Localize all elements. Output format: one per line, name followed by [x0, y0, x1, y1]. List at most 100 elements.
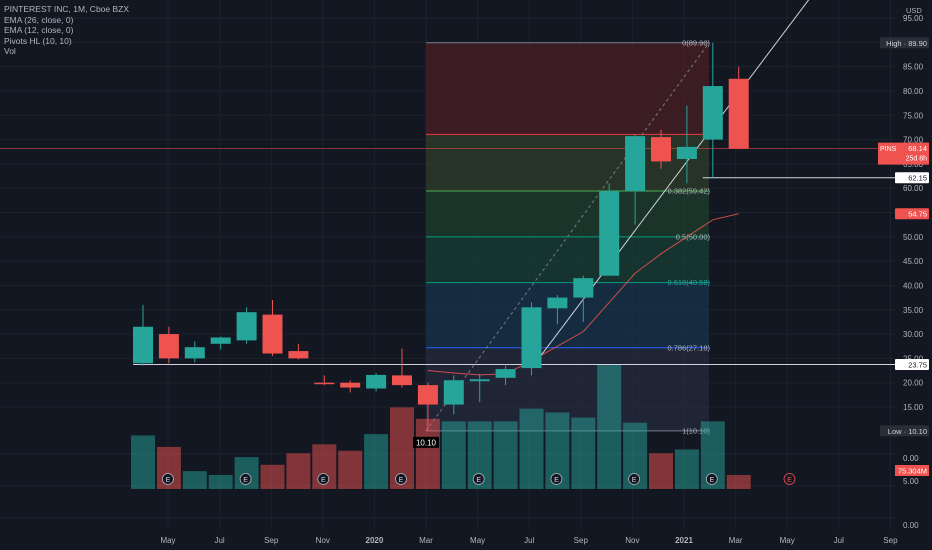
- candle-body: [443, 380, 464, 405]
- volume-bar: [493, 421, 518, 489]
- candle-body: [133, 326, 153, 364]
- volume-bar: [674, 449, 699, 489]
- volume-bar: [131, 435, 155, 489]
- line-price-badge-bg: [895, 358, 929, 370]
- candle-body: [625, 136, 646, 192]
- candle-body: [210, 337, 231, 344]
- candle-body: [392, 375, 412, 386]
- time-tick-label: Sep: [574, 536, 589, 545]
- legend-pivots[interactable]: Pivots HL (10, 10): [4, 35, 72, 46]
- fibonacci-retracement: 0(89.90) 0.382(59.42) 0.5(50.00) 0.618(40.5…: [425, 38, 711, 435]
- last-price-countdown: 25d 8h: [906, 156, 928, 163]
- time-tick-label: Nov: [316, 536, 330, 545]
- legend-symbol[interactable]: PINTEREST INC, 1M, Cboe BZX: [4, 4, 130, 14]
- line-price-badge: 62.15: [908, 174, 927, 183]
- line-price-badge-bg: [895, 172, 929, 184]
- time-tick-label: Sep: [264, 536, 279, 545]
- price-tick-label: 40.00: [903, 281, 924, 290]
- fib-zone: [426, 42, 709, 135]
- pivot-low-badge: 10.10: [416, 438, 437, 447]
- candle-body: [651, 137, 671, 162]
- time-tick-label: 2020: [366, 536, 384, 545]
- earnings-icon: [705, 473, 718, 485]
- fib-level-label: 0.382(59.42): [667, 187, 710, 196]
- time-tick-label: May: [160, 536, 175, 545]
- last-price-badge-bg: [878, 142, 929, 165]
- time-tick-label: Mar: [419, 536, 433, 545]
- ema-badge-bg: [895, 208, 929, 220]
- time-tick-label: Sep: [883, 536, 898, 545]
- fib-level-label: 0(89.90): [682, 38, 710, 47]
- earnings-icon: [161, 473, 174, 485]
- fib-level-label: 0.5(50.00): [676, 232, 711, 241]
- price-tick-label: 75.00: [903, 111, 924, 120]
- time-tick-label: Nov: [625, 536, 639, 545]
- price-tick-label: 80.00: [903, 87, 924, 96]
- fib-diagonal: [425, 42, 710, 432]
- price-tick-label: 20.00: [903, 379, 924, 388]
- candle-body: [676, 146, 697, 160]
- earnings-label: E: [243, 477, 248, 484]
- earnings-icon: [395, 473, 407, 485]
- price-tick-label: 30.00: [903, 330, 924, 339]
- earnings-label: E: [709, 477, 714, 484]
- earnings-icon: [239, 473, 252, 485]
- price-tick-label: 25.00: [903, 354, 924, 363]
- fib-level-label: 0.618(40.58): [667, 278, 710, 287]
- candle-body: [184, 347, 205, 359]
- price-tick-label: 50.00: [903, 233, 924, 242]
- legend-ema12[interactable]: EMA (12, close, 0): [4, 25, 74, 35]
- volume-bar: [649, 453, 673, 489]
- volume-tick-label: 5.00: [903, 477, 919, 486]
- fib-level-label: 1(10.10): [682, 426, 710, 435]
- legend-volume[interactable]: Vol: [4, 46, 16, 56]
- candle-body: [495, 369, 516, 378]
- candle-body: [417, 385, 438, 405]
- volume-tick-label: 0.00: [903, 454, 919, 463]
- last-price-symbol: PINS: [880, 146, 897, 153]
- time-tick-label: Mar: [729, 536, 743, 545]
- price-tick-label: 95.00: [903, 14, 924, 23]
- low-badge-bg: [880, 425, 929, 437]
- volume-badge-bg: [895, 465, 929, 476]
- candle-body: [314, 382, 335, 385]
- price-tick-label: 85.00: [903, 63, 924, 72]
- candle-body: [547, 297, 568, 309]
- price-tick-label: 35.00: [903, 306, 924, 315]
- earnings-label: E: [399, 477, 404, 484]
- fib-level-label: 0.786(27.18): [667, 343, 710, 352]
- earnings-label: E: [632, 477, 637, 484]
- candle-body: [262, 314, 283, 354]
- fib-zone: [426, 282, 709, 348]
- time-tick-label: Jul: [214, 536, 224, 545]
- candles: [133, 42, 749, 431]
- candle-body: [366, 374, 387, 389]
- candle-body: [158, 334, 179, 359]
- candle-body: [288, 351, 309, 359]
- time-axis: May Jul Sep Nov 2020 Mar May Jul Sep Nov 2021 Mar Ma…: [160, 536, 898, 545]
- candle-body: [702, 86, 723, 140]
- price-tick-label: 45.00: [903, 257, 924, 266]
- high-badge-bg: [880, 37, 929, 49]
- candle-body: [521, 307, 542, 369]
- price-tick-label: 15.00: [903, 403, 924, 412]
- candle-body: [340, 382, 361, 388]
- time-tick-label: 2021: [675, 536, 693, 545]
- volume-bar: [364, 434, 389, 489]
- volume-bar: [519, 408, 544, 489]
- pivot-low-badge-bg: [413, 436, 439, 448]
- line-price-badge: 23.75: [908, 360, 927, 369]
- earnings-icon: [628, 473, 640, 485]
- fib-zone: [426, 236, 709, 283]
- time-tick-label: Jul: [834, 536, 844, 545]
- legend-ema26[interactable]: EMA (26, close, 0): [4, 14, 74, 25]
- earnings-label: E: [476, 477, 481, 484]
- price-badges: High · 89.90 Low · 10.10 PINS 68.14 25d 8h 23…: [413, 37, 929, 476]
- time-tick-label: Jul: [524, 536, 534, 545]
- price-tick-label: 60.00: [903, 184, 924, 193]
- earnings-icon: [317, 473, 330, 485]
- candle-body: [573, 278, 594, 298]
- earnings-label: E: [166, 477, 171, 484]
